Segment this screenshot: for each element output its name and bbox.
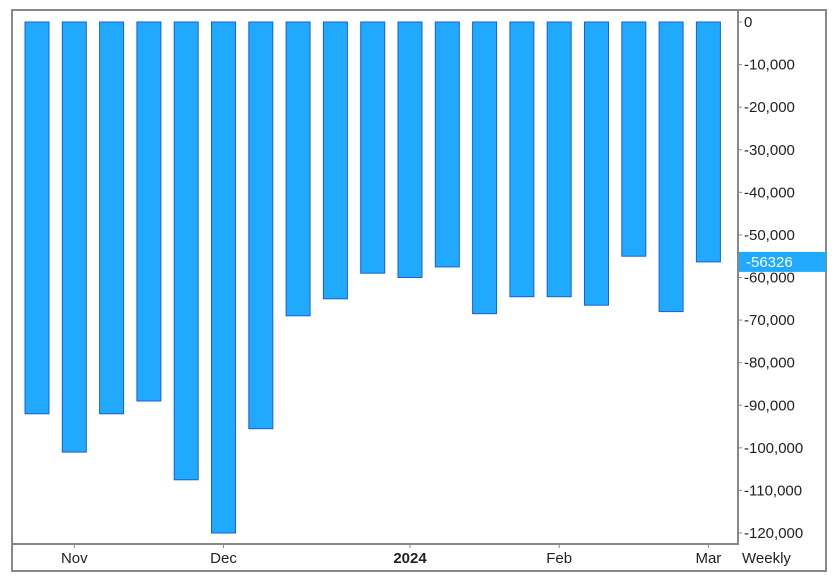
frequency-label: Weekly <box>742 550 791 567</box>
x-tick-label: 2024 <box>393 550 427 567</box>
y-tick-label: -100,000 <box>744 440 803 457</box>
bar <box>322 21 348 300</box>
bar <box>173 21 199 481</box>
bar <box>695 21 721 263</box>
last-value-label: -56326 <box>746 254 793 271</box>
y-tick-label: -80,000 <box>744 355 795 372</box>
y-tick-label: -20,000 <box>744 99 795 116</box>
bar <box>24 21 50 415</box>
bar <box>546 21 572 298</box>
bar <box>658 21 684 313</box>
x-tick-label: Mar <box>695 550 721 567</box>
bar <box>509 21 535 298</box>
last-value-marker: -56326 <box>739 251 826 272</box>
bar <box>248 21 274 430</box>
y-tick-label: -70,000 <box>744 312 795 329</box>
y-tick-label: -60,000 <box>744 270 795 287</box>
x-tick-label: Nov <box>61 550 88 567</box>
y-tick-label: -50,000 <box>744 227 795 244</box>
bar <box>472 21 498 315</box>
x-axis: Nov Dec 2024 Feb Mar Weekly <box>61 544 791 567</box>
x-tick-label: Dec <box>210 550 237 567</box>
outer-border <box>11 9 827 572</box>
bar <box>584 21 609 306</box>
bar <box>397 21 423 278</box>
bar <box>621 21 647 257</box>
y-tick-label: 0 <box>744 14 752 31</box>
bars-group <box>24 21 721 534</box>
bar <box>285 21 311 317</box>
x-tick-label: Feb <box>546 550 572 567</box>
y-tick-label: -90,000 <box>744 397 795 414</box>
bar <box>99 21 125 415</box>
y-tick-label: -40,000 <box>744 184 795 201</box>
bar <box>360 21 386 274</box>
y-tick-label: -30,000 <box>744 142 795 159</box>
last-value-box <box>739 251 826 272</box>
y-tick-label: -120,000 <box>744 525 803 542</box>
bar <box>434 21 460 268</box>
bar <box>211 21 236 534</box>
y-tick-label: -110,000 <box>744 482 802 499</box>
y-axis: 0 -10,000 -20,000 -30,000 -40,000 -50,000 -60,… <box>738 14 803 542</box>
bar <box>61 21 87 453</box>
bar <box>136 21 162 402</box>
y-tick-label: -10,000 <box>744 57 795 74</box>
